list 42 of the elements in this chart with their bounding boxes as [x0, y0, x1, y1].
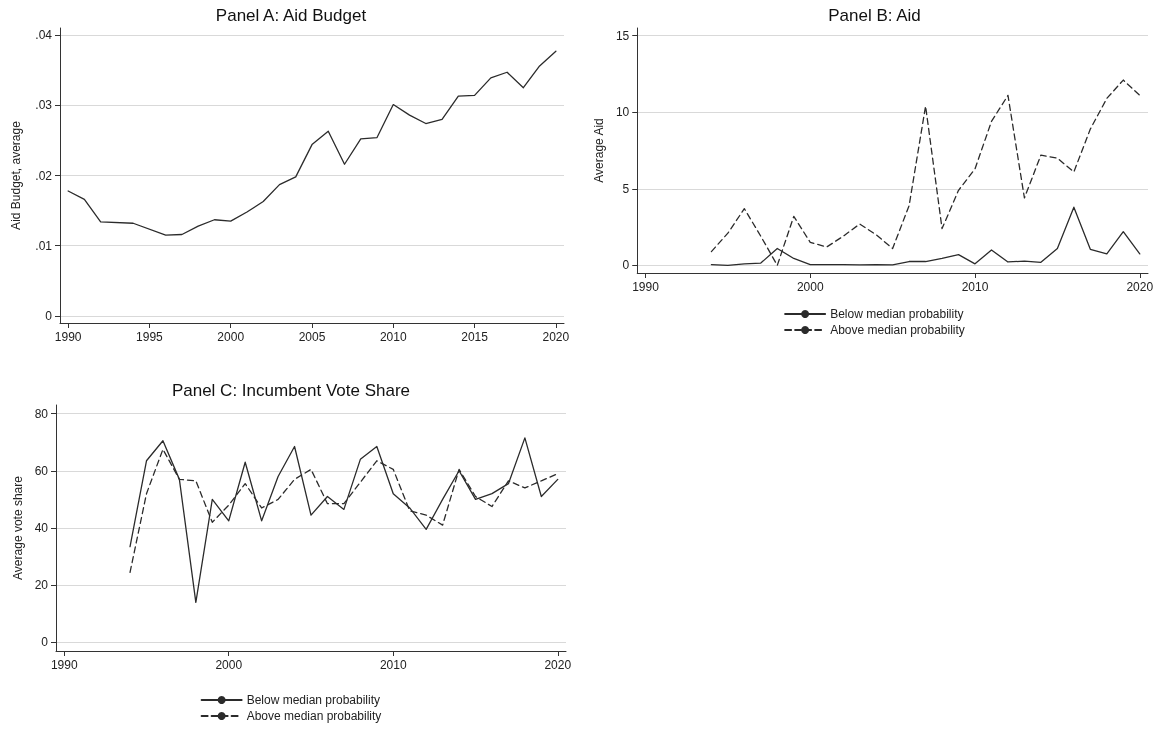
x-tick-label: 2000 — [796, 280, 824, 294]
x-tick-label: 1990 — [632, 280, 660, 294]
x-tick-label: 1990 — [50, 658, 78, 672]
x-tick-label: 2010 — [379, 330, 407, 344]
x-tick-label: 1990 — [54, 330, 82, 344]
y-tick-label: 0 — [622, 258, 630, 273]
y-tick-label: 15 — [615, 28, 630, 43]
legend-label: Above median probability — [246, 709, 382, 723]
y-tick-label: 20 — [34, 578, 49, 593]
y-axis-title: Aid Budget, average — [9, 120, 23, 230]
chart-title: Panel B: Aid — [828, 6, 921, 25]
x-tick-label: 2010 — [379, 658, 407, 672]
x-tick-label: 2020 — [1126, 280, 1154, 294]
line-series — [129, 437, 559, 604]
x-tick-label: 2005 — [298, 330, 326, 344]
legend-label: Below median probability — [830, 307, 964, 321]
line-series — [67, 50, 557, 236]
x-tick-label: 1995 — [136, 330, 164, 344]
x-tick-label: 2000 — [217, 330, 245, 344]
y-tick-label: .04 — [35, 28, 53, 43]
legend-label: Above median probability — [830, 323, 965, 337]
x-tick-label: 2020 — [542, 330, 570, 344]
x-tick-label: 2020 — [544, 658, 572, 672]
x-tick-label: 2015 — [461, 330, 489, 344]
y-axis-title: Average Aid — [592, 118, 606, 183]
y-tick-label: 60 — [34, 463, 49, 478]
y-tick-label: 5 — [622, 181, 630, 196]
line-series — [710, 79, 1141, 266]
legend-label: Below median probability — [246, 693, 381, 707]
chart-title: Panel A: Aid Budget — [215, 6, 367, 25]
x-tick-label: 2010 — [961, 280, 989, 294]
y-tick-label: 10 — [615, 105, 630, 120]
y-tick-label: 40 — [34, 521, 49, 535]
y-axis-title: Average vote share — [10, 475, 25, 580]
y-tick-label: .03 — [35, 98, 53, 113]
y-tick-label: .01 — [35, 238, 53, 253]
chart-title: Panel C: Incumbent Vote Share — [171, 381, 411, 400]
y-tick-label: .02 — [35, 168, 53, 183]
y-tick-label: 0 — [45, 308, 53, 323]
y-tick-label: 0 — [41, 635, 49, 650]
x-tick-label: 2000 — [215, 658, 243, 672]
y-tick-label: 80 — [34, 406, 49, 421]
